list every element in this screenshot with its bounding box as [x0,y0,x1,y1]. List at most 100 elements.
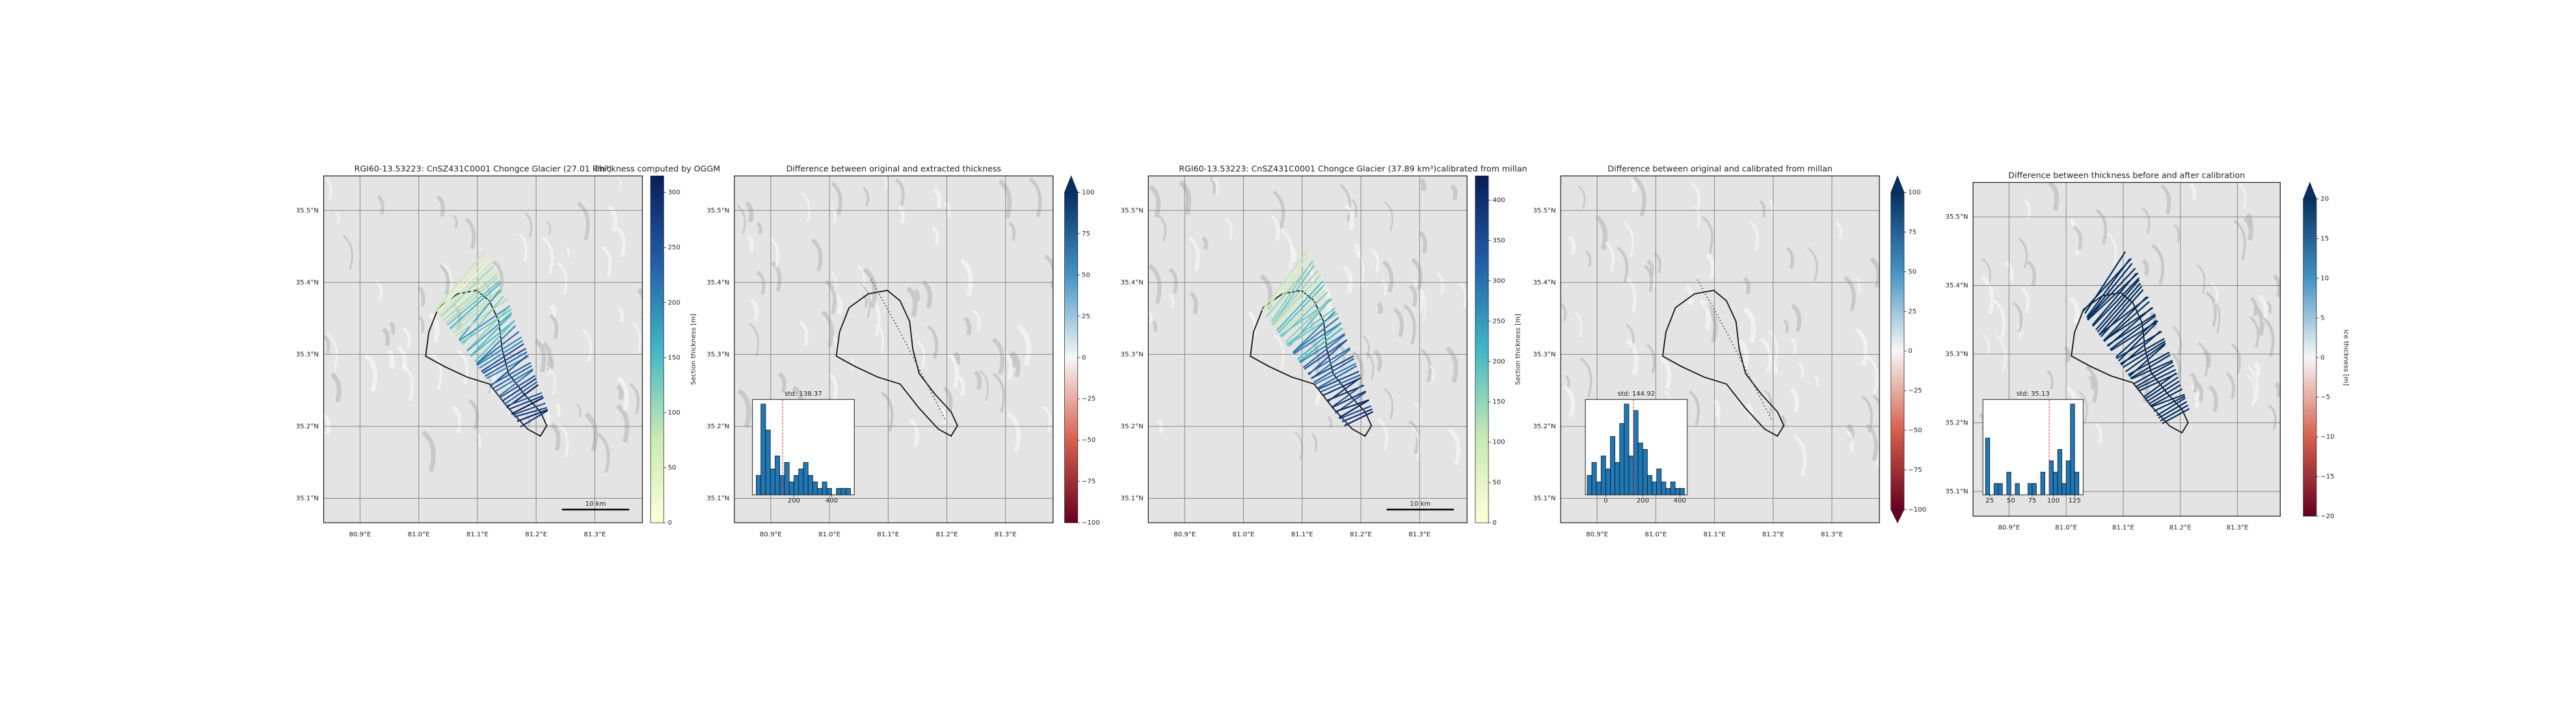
y-tick-label: 35.1°N [1533,495,1556,503]
colorbar-tick-label: −10 [2320,434,2334,441]
relief [906,286,918,318]
relief [2026,260,2037,286]
transect [1292,317,1339,353]
relief [1699,298,1711,331]
flowline-dot [1758,395,1760,397]
relief [1445,346,1458,383]
flowline-dot [1719,320,1721,322]
histogram-bar [1661,481,1667,495]
flowline-dot [919,370,921,372]
relief [323,413,331,435]
histogram-bar [2053,471,2058,495]
relief [1692,205,1700,229]
transect [2099,286,2143,335]
x-tick-label: 80.9°E [760,531,782,538]
transect [1321,374,1361,393]
relief [921,280,933,309]
flowline-dot [932,395,934,397]
flowline-dot [906,344,907,346]
relief [457,350,469,385]
relief [617,376,629,411]
relief [2149,310,2157,329]
relief [2249,316,2260,348]
transect [1276,281,1324,331]
relief [1168,268,1178,294]
map-frame [734,175,1054,523]
map-frame [1972,182,2281,517]
colorbar-tick-label: 15 [2320,236,2329,243]
transect [2095,279,2140,331]
relief [1371,248,1380,273]
x-tick-label: 81.3°E [1408,531,1430,538]
transect [484,351,528,378]
inset-title: std: 35.13 [2017,391,2050,398]
relief [1342,265,1353,293]
histogram-bar [1624,404,1630,495]
colorbar-tick-label: 100 [1908,189,1920,196]
y-tick-label: 35.3°N [1533,351,1556,358]
transect [2158,401,2188,419]
relief [526,415,531,427]
relief [1845,430,1854,452]
x-tick-label: 80.9°E [349,531,371,538]
relief [1281,230,1294,269]
relief [607,204,618,232]
flowline-dot [883,302,885,304]
relief [2073,225,2083,251]
x-tick-label: 80.9°E [1586,531,1608,538]
flowline-dot [1698,282,1700,284]
transect [1302,334,1345,368]
transect [1339,405,1372,420]
flowline-dot [898,328,900,330]
y-tick-label: 35.2°N [296,423,319,430]
relief [827,372,838,401]
transect [2087,268,2136,320]
y-tick-label: 35.2°N [1945,420,1968,427]
relief [769,237,779,269]
flowline-dot [929,389,931,391]
transect [1344,411,1374,426]
colorbar-tick-label: 300 [668,189,680,197]
transect [1271,269,1319,325]
transect [1288,299,1330,348]
relief [1450,184,1458,200]
relief [991,337,1005,375]
colorbar-label: Section thickness [m] [1515,314,1522,385]
histogram-bar [1633,410,1639,495]
colorbar-tick-label: 100 [1492,439,1505,446]
flowline-dot [1742,363,1744,365]
histogram-bar [803,462,809,495]
flowline-dot [927,385,929,387]
relief [963,316,972,336]
flowline-dot [891,316,893,318]
relief [1855,277,1861,294]
flowline-dot [1745,370,1747,372]
flowline-dot [1762,402,1764,404]
map-panel: 80.9°E 81.0°E 81.1°E 81.2°E 81.3°E 35.5°N 35.4… [1533,164,1927,538]
relief [616,176,622,191]
relief [1783,319,1789,333]
colorbar-tick-label: 350 [1492,237,1505,244]
histogram-bar [1600,456,1606,495]
relief [1309,341,1321,374]
x-tick-label: 81.1°E [877,531,899,538]
flowline-dot [894,322,896,324]
relief [2231,343,2241,374]
histogram-bar [1998,483,2003,495]
colorbar-tick-label: 250 [1492,318,1505,325]
relief [1248,311,1257,337]
flowline-dot [909,350,911,352]
relief [1561,303,1567,322]
colorbar-extend [1890,175,1905,193]
histogram-bar [1628,456,1634,495]
transect [2110,315,2156,350]
transect [476,331,520,365]
relief [2243,216,2254,241]
relief [2141,258,2149,276]
relief [541,236,554,275]
relief [2018,237,2028,269]
relief [1564,375,1570,389]
flowline-dot [1752,382,1754,384]
relief [862,186,869,206]
